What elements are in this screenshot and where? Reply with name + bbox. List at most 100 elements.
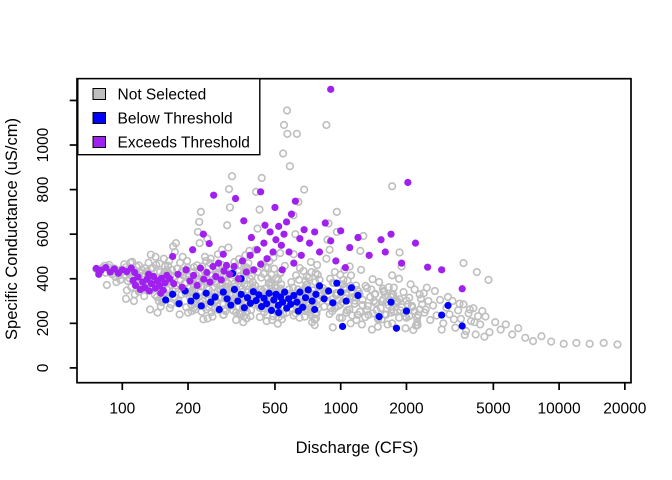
data-point bbox=[348, 311, 357, 320]
data-point bbox=[415, 305, 424, 314]
data-point bbox=[358, 300, 367, 310]
data-point bbox=[458, 285, 466, 293]
data-point bbox=[250, 266, 258, 274]
data-point bbox=[464, 309, 473, 318]
data-point bbox=[346, 243, 354, 252]
data-point bbox=[95, 270, 103, 278]
data-point bbox=[310, 315, 319, 324]
data-point bbox=[276, 249, 285, 258]
data-point bbox=[315, 282, 324, 290]
data-point bbox=[293, 298, 301, 306]
data-point bbox=[514, 324, 523, 333]
data-point bbox=[484, 275, 493, 284]
data-point bbox=[402, 307, 411, 315]
data-point bbox=[332, 257, 340, 265]
data-point bbox=[145, 270, 153, 278]
data-point bbox=[325, 309, 334, 319]
data-point bbox=[306, 257, 315, 267]
data-point bbox=[266, 228, 274, 236]
data-point bbox=[409, 325, 418, 335]
data-point bbox=[223, 221, 232, 230]
data-point bbox=[271, 203, 279, 212]
data-point bbox=[315, 248, 324, 256]
y-tick-label: 1000 bbox=[35, 127, 52, 162]
data-point bbox=[358, 295, 367, 305]
data-point bbox=[438, 311, 446, 319]
data-point bbox=[273, 319, 282, 328]
data-point bbox=[508, 330, 517, 339]
data-point bbox=[102, 264, 110, 272]
data-point bbox=[352, 315, 361, 325]
data-point bbox=[496, 325, 505, 334]
data-point bbox=[200, 275, 208, 283]
data-point bbox=[131, 268, 139, 277]
data-point bbox=[296, 235, 304, 243]
data-point bbox=[275, 222, 283, 230]
data-point bbox=[311, 269, 320, 278]
data-point bbox=[257, 173, 266, 183]
x-tick-label: 20000 bbox=[603, 401, 646, 418]
data-point bbox=[411, 239, 420, 247]
data-point bbox=[252, 296, 260, 305]
data-point bbox=[357, 320, 366, 329]
data-point bbox=[282, 106, 292, 115]
data-point bbox=[227, 301, 235, 309]
data-point bbox=[356, 246, 365, 255]
legend-label-below-threshold: Below Threshold bbox=[118, 111, 233, 128]
data-point bbox=[300, 226, 308, 234]
data-points-layer bbox=[92, 85, 622, 349]
data-point bbox=[187, 297, 195, 305]
data-point bbox=[222, 282, 231, 291]
data-point bbox=[371, 289, 380, 299]
data-point bbox=[267, 315, 277, 325]
data-point bbox=[460, 330, 469, 340]
data-point bbox=[202, 289, 210, 297]
data-point bbox=[161, 279, 169, 287]
data-point bbox=[444, 301, 452, 310]
data-point bbox=[146, 250, 155, 259]
data-point bbox=[148, 263, 157, 273]
data-point bbox=[230, 262, 238, 271]
data-point bbox=[387, 298, 395, 306]
data-point bbox=[202, 305, 211, 314]
data-point bbox=[337, 227, 345, 235]
data-point bbox=[269, 248, 277, 256]
data-point bbox=[226, 270, 234, 278]
data-point bbox=[410, 285, 419, 294]
y-tick-label: 800 bbox=[35, 176, 52, 202]
data-point bbox=[302, 272, 311, 281]
data-point bbox=[521, 333, 530, 342]
legend-swatch-not-selected bbox=[92, 88, 106, 100]
data-point bbox=[389, 283, 398, 292]
data-point bbox=[388, 182, 397, 191]
data-point bbox=[394, 274, 404, 283]
data-point bbox=[263, 263, 273, 273]
data-point bbox=[211, 293, 219, 301]
data-point bbox=[121, 294, 131, 303]
data-point bbox=[247, 271, 256, 281]
data-point bbox=[263, 300, 271, 308]
data-point bbox=[363, 301, 372, 311]
legend-swatch-exceeds-threshold bbox=[92, 136, 106, 148]
data-point bbox=[278, 266, 286, 274]
data-point bbox=[537, 332, 546, 341]
data-point bbox=[246, 251, 254, 259]
data-point bbox=[376, 304, 385, 313]
legend: Not Selected Below Threshold Exceeds Thr… bbox=[77, 77, 261, 156]
data-point bbox=[280, 230, 288, 238]
data-point bbox=[169, 290, 177, 298]
data-point bbox=[327, 237, 335, 245]
data-point bbox=[613, 340, 622, 349]
data-point bbox=[368, 275, 377, 284]
data-point bbox=[481, 312, 490, 321]
data-point bbox=[458, 322, 466, 330]
data-point bbox=[171, 238, 181, 248]
data-point bbox=[311, 228, 319, 236]
data-point bbox=[156, 302, 165, 311]
data-point bbox=[470, 318, 479, 327]
x-axis-title: Discharge (CFS) bbox=[296, 439, 419, 457]
data-point bbox=[279, 298, 287, 306]
data-point bbox=[429, 301, 438, 310]
data-point bbox=[153, 308, 162, 317]
